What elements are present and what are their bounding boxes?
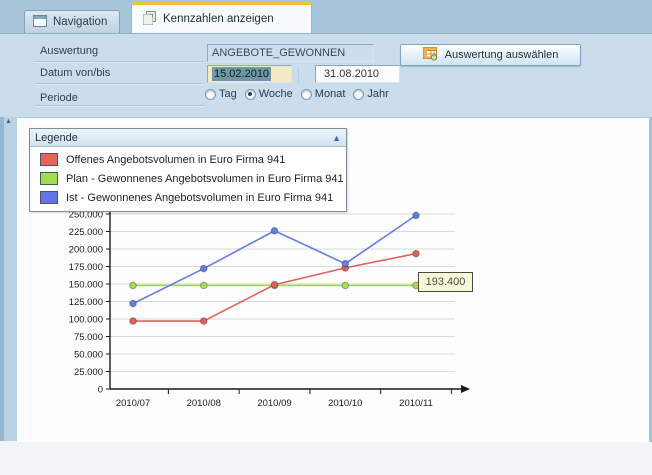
datum-label: Datum von/bis <box>40 67 111 79</box>
y-tick-label: 50.000 <box>74 350 103 361</box>
y-tick-label: 175.000 <box>69 262 103 273</box>
tab-strip: Navigation Kennzahlen anzeigen <box>0 0 652 33</box>
data-point[interactable] <box>341 259 350 268</box>
legend-item: Ist - Gewonnenes Angebotsvolumen in Euro… <box>30 188 346 207</box>
legend-item-label: Ist - Gewonnenes Angebotsvolumen in Euro… <box>66 191 334 204</box>
x-tick-label: 2010/11 <box>399 398 433 409</box>
periode-option-jahr[interactable]: Jahr <box>353 88 389 100</box>
auswertung-label: Auswertung <box>40 45 99 57</box>
row-separator <box>35 61 203 62</box>
legend-title: Legende <box>35 131 78 144</box>
chart-tooltip: 193.400 <box>418 272 473 292</box>
datum-bis-field[interactable]: 31.08.2010 <box>315 65 400 83</box>
data-point[interactable] <box>129 299 137 308</box>
legend-header[interactable]: Legende ▲ <box>30 129 346 147</box>
tab-navigation[interactable]: Navigation <box>24 10 120 33</box>
datum-von-value: 15.02.2010 <box>212 67 272 81</box>
triangle-up-icon[interactable]: ▲ <box>5 118 12 125</box>
table-grid-icon <box>422 46 438 64</box>
y-tick-label: 0 <box>98 385 103 396</box>
radio-icon[interactable] <box>300 88 312 100</box>
chart-panel: 0 25.000 50.000 75.000 100.000 125.000 150.000… <box>17 117 652 442</box>
auswertung-auswaehlen-button[interactable]: Auswertung auswählen <box>400 44 581 66</box>
legend-item: Offenes Angebotsvolumen in Euro Firma 94… <box>30 150 346 169</box>
x-tick-label: 2010/10 <box>328 398 362 409</box>
data-point[interactable] <box>412 211 420 220</box>
data-point[interactable] <box>199 317 208 325</box>
periode-option-label: Jahr <box>367 88 389 100</box>
tab-kennzahlen-label: Kennzahlen anzeigen <box>163 13 274 25</box>
pages-icon <box>142 10 157 28</box>
x-tick-label: 2010/08 <box>187 398 221 409</box>
field-divider <box>298 66 299 82</box>
periode-radio-group: Tag Woche Monat Jahr <box>205 88 397 100</box>
legend-swatch <box>40 153 58 166</box>
x-tick-label: 2010/09 <box>257 398 291 409</box>
periode-option-label: Monat <box>314 88 346 100</box>
row-separator <box>35 83 203 84</box>
data-point[interactable] <box>199 264 208 273</box>
data-point[interactable] <box>270 280 279 289</box>
radio-icon[interactable] <box>244 88 256 100</box>
y-tick-label: 75.000 <box>74 332 103 343</box>
radio-icon[interactable] <box>205 88 216 100</box>
legend-item: Plan - Gewonnenes Angebotsvolumen in Eur… <box>30 169 346 188</box>
line-chart[interactable]: 0 25.000 50.000 75.000 100.000 125.000 150.000… <box>17 118 649 441</box>
data-point[interactable] <box>129 317 137 325</box>
data-point[interactable] <box>341 281 350 290</box>
y-tick-label: 150.000 <box>69 280 103 291</box>
tab-navigation-label: Navigation <box>53 16 108 28</box>
periode-option-label: Woche <box>258 88 293 100</box>
data-point[interactable] <box>199 281 208 290</box>
y-tick-label: 200.000 <box>69 245 103 256</box>
x-axis-arrow-icon <box>461 385 470 393</box>
y-tick-label: 25.000 <box>74 367 103 378</box>
tab-kennzahlen-anzeigen[interactable]: Kennzahlen anzeigen <box>131 2 312 33</box>
filter-form: Auswertung ANGEBOTE_GEWONNEN Auswertung … <box>0 33 652 117</box>
triangle-up-icon[interactable]: ▲ <box>332 132 341 143</box>
periode-option-label: Tag <box>219 88 237 100</box>
periode-option-woche[interactable]: Woche <box>244 88 293 100</box>
data-point[interactable] <box>129 281 137 290</box>
datum-von-field[interactable]: 15.02.2010 <box>207 65 292 83</box>
legend-swatch <box>40 191 58 204</box>
periode-option-tag[interactable]: Tag <box>205 88 237 100</box>
x-tick-label: 2010/07 <box>116 398 150 409</box>
y-tick-label: 125.000 <box>69 297 103 308</box>
splitter-rail[interactable] <box>0 117 17 441</box>
data-point[interactable] <box>412 249 420 258</box>
legend-items: Offenes Angebotsvolumen in Euro Firma 94… <box>30 147 346 211</box>
periode-option-monat[interactable]: Monat <box>300 88 346 100</box>
auswertung-auswaehlen-label: Auswertung auswählen <box>444 49 559 61</box>
legend-swatch <box>40 172 58 185</box>
periode-label: Periode <box>40 92 78 104</box>
legend-item-label: Plan - Gewonnenes Angebotsvolumen in Eur… <box>66 172 344 185</box>
legend-item-label: Offenes Angebotsvolumen in Euro Firma 94… <box>66 153 286 166</box>
radio-icon[interactable] <box>353 88 365 100</box>
window-icon <box>33 14 47 30</box>
y-tick-label: 225.000 <box>69 227 103 238</box>
row-separator <box>35 105 203 106</box>
y-tick-label: 250.000 <box>69 210 103 221</box>
data-point[interactable] <box>270 227 279 235</box>
auswertung-value-field[interactable]: ANGEBOTE_GEWONNEN <box>207 44 374 62</box>
y-tick-label: 100.000 <box>69 315 103 326</box>
legend-box: Legende ▲ Offenes Angebotsvolumen in Eur… <box>29 128 347 212</box>
